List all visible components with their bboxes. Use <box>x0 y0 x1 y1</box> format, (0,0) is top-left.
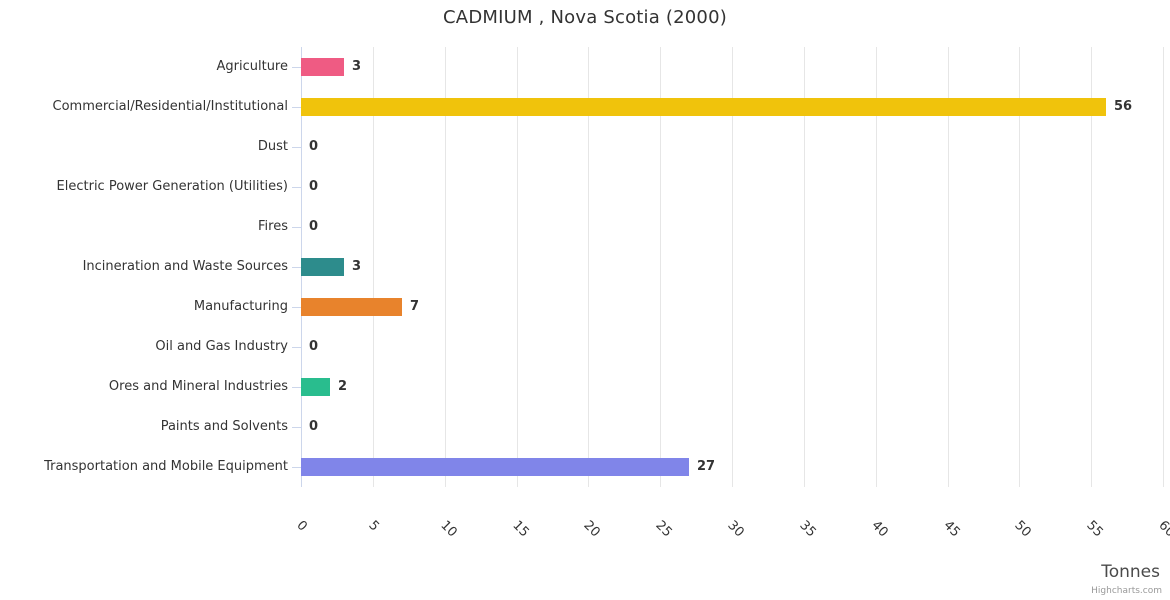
y-tick-mark <box>292 467 301 468</box>
y-tick-mark <box>292 67 301 68</box>
x-gridline-60 <box>1163 47 1164 487</box>
x-tick-label-45: 45 <box>939 518 963 541</box>
bar-row: Oil and Gas Industry 0 <box>0 327 1170 367</box>
x-gridline-25 <box>660 47 662 487</box>
x-tick-label-0: 0 <box>293 518 310 535</box>
bar-row: Manufacturing 7 <box>0 287 1170 327</box>
x-gridline-35 <box>803 47 805 487</box>
highcharts-credit-link[interactable]: Highcharts.com <box>1091 586 1162 596</box>
y-tick-mark <box>292 347 301 348</box>
x-tick-label-60: 60 <box>1155 518 1170 541</box>
category-label: Commercial/Residential/Institutional <box>52 99 289 114</box>
bar-row: Incineration and Waste Sources 3 <box>0 247 1170 287</box>
y-tick-mark <box>292 147 301 148</box>
bar-row: Fires 0 <box>0 207 1170 247</box>
x-tick-label-25: 25 <box>652 518 675 541</box>
x-gridline-20 <box>588 47 590 487</box>
data-label: 56 <box>1114 99 1133 114</box>
bar-row: Electric Power Generation (Utilities) 0 <box>0 167 1170 207</box>
bar-segment[interactable] <box>301 98 1106 116</box>
x-gridline-30 <box>732 47 733 487</box>
x-tick-label-50: 50 <box>1011 518 1035 541</box>
category-label: Incineration and Waste Sources <box>82 259 288 274</box>
x-gridline-50 <box>1019 47 1021 487</box>
x-tick-label-30: 30 <box>724 518 747 541</box>
category-label: Transportation and Mobile Equipment <box>44 459 288 474</box>
data-label: 2 <box>338 379 348 394</box>
y-tick-mark <box>292 107 301 108</box>
data-label: 0 <box>309 419 319 434</box>
x-gridline-10 <box>444 47 446 487</box>
x-axis-title: Tonnes <box>1101 562 1160 582</box>
y-tick-mark <box>292 187 301 188</box>
data-label: 27 <box>697 459 716 474</box>
bar-segment[interactable] <box>301 58 344 76</box>
x-tick-label-10: 10 <box>437 518 460 541</box>
bar-row: Paints and Solvents 0 <box>0 407 1170 447</box>
category-label: Oil and Gas Industry <box>155 339 288 354</box>
bar-row: Transportation and Mobile Equipment 27 <box>0 447 1170 487</box>
y-tick-mark <box>292 307 301 308</box>
y-tick-mark <box>292 427 301 428</box>
data-label: 0 <box>309 219 319 234</box>
category-label: Fires <box>258 219 288 234</box>
bar-segment[interactable] <box>301 378 330 396</box>
category-label: Electric Power Generation (Utilities) <box>56 179 288 194</box>
x-gridline-45 <box>947 47 949 487</box>
x-gridline-40 <box>875 47 877 487</box>
plot-area <box>301 47 1164 487</box>
bar-segment[interactable] <box>301 258 344 276</box>
category-label: Ores and Mineral Industries <box>108 379 288 394</box>
data-label: 0 <box>309 339 319 354</box>
x-tick-label-40: 40 <box>868 518 891 541</box>
x-tick-label-5: 5 <box>365 518 382 535</box>
bar-row: Commercial/Residential/Institutional 56 <box>0 87 1170 127</box>
data-label: 0 <box>309 139 319 154</box>
category-label: Agriculture <box>216 59 289 74</box>
x-gridline-5 <box>372 47 374 487</box>
data-label: 3 <box>352 59 362 74</box>
data-label: 0 <box>309 179 319 194</box>
bar-row: Dust 0 <box>0 127 1170 167</box>
x-tick-label-55: 55 <box>1083 518 1106 541</box>
category-label: Paints and Solvents <box>160 419 288 434</box>
data-label: 7 <box>410 299 420 314</box>
x-tick-label-15: 15 <box>508 518 532 541</box>
bar-segment[interactable] <box>301 298 402 316</box>
bar-row: Agriculture 3 <box>0 47 1170 87</box>
bar-segment[interactable] <box>301 458 689 476</box>
x-gridline-55 <box>1091 47 1093 487</box>
category-label: Dust <box>257 139 288 154</box>
x-gridline-15 <box>516 47 518 487</box>
x-tick-label-20: 20 <box>580 518 604 541</box>
x-tick-label-35: 35 <box>796 518 819 541</box>
bar-row: Ores and Mineral Industries 2 <box>0 367 1170 407</box>
chart-title: CADMIUM , Nova Scotia (2000) <box>443 7 727 28</box>
y-tick-mark <box>292 227 301 228</box>
y-tick-mark <box>292 387 301 388</box>
data-label: 3 <box>352 259 362 274</box>
category-label: Manufacturing <box>193 299 288 314</box>
y-tick-mark <box>292 267 301 268</box>
